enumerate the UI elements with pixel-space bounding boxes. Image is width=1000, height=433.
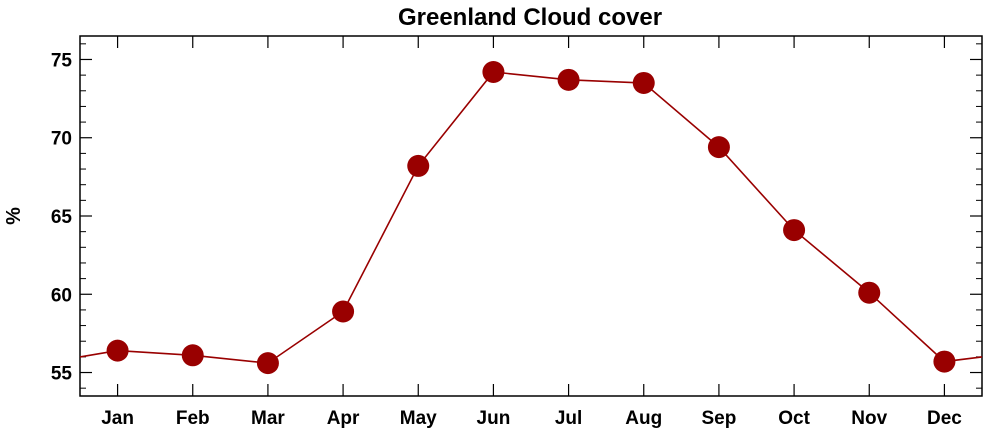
data-point <box>407 154 430 177</box>
x-tick-label: Dec <box>927 408 962 429</box>
chart-title: Greenland Cloud cover <box>398 4 662 31</box>
x-tick-label: Jun <box>477 408 511 429</box>
y-axis-label: % <box>3 207 25 225</box>
data-point <box>332 300 355 323</box>
x-tick-label: Feb <box>176 408 210 429</box>
x-tick-label: Jul <box>555 408 582 429</box>
y-tick-label: 55 <box>51 364 73 385</box>
x-tick-label: Apr <box>327 408 360 429</box>
data-point <box>933 350 956 373</box>
x-tick-label: May <box>400 408 437 429</box>
x-axis: Jan Feb Mar Apr May Jun Jul Aug Sep Oct Nov Dec <box>101 36 962 429</box>
x-tick-label: Sep <box>701 408 736 429</box>
data-point <box>256 352 279 375</box>
plot-frame <box>79 35 983 397</box>
data-point <box>557 68 580 91</box>
data-point <box>707 136 730 159</box>
series-layer <box>79 61 983 375</box>
y-tick-label: 70 <box>51 129 72 150</box>
data-point <box>482 61 505 83</box>
data-point <box>858 281 881 304</box>
series-line <box>79 71 983 364</box>
data-point <box>632 71 655 94</box>
x-tick-label: Nov <box>851 408 887 429</box>
data-point <box>783 219 806 242</box>
y-tick-label: 60 <box>51 285 72 306</box>
x-tick-label: Mar <box>251 408 285 429</box>
x-tick-label: Oct <box>778 408 810 429</box>
data-point <box>106 339 129 362</box>
x-tick-label: Aug <box>625 408 662 429</box>
y-tick-label: 65 <box>51 207 73 228</box>
data-point <box>181 344 204 367</box>
y-axis: 55 60 65 70 75 <box>51 43 982 389</box>
x-tick-label: Jan <box>101 408 134 429</box>
y-tick-label: 75 <box>51 50 73 71</box>
